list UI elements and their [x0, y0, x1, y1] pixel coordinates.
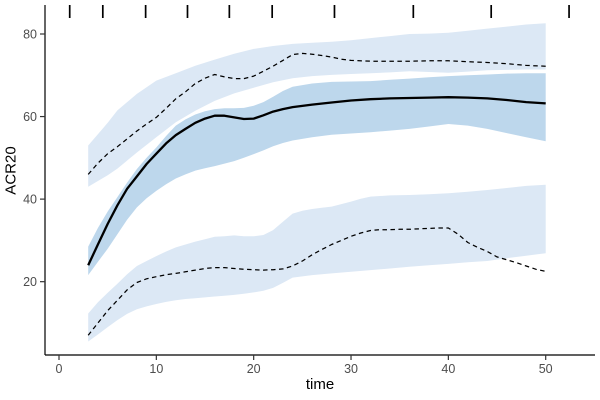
x-tick-label: 0 — [56, 362, 63, 376]
x-tick-label: 20 — [247, 362, 261, 376]
y-tick-label: 80 — [23, 28, 37, 42]
x-tick-label: 50 — [539, 362, 553, 376]
x-tick-label: 30 — [344, 362, 358, 376]
middle-confidence-band — [88, 73, 546, 276]
lower-confidence-band — [88, 184, 546, 342]
y-tick-label: 40 — [23, 193, 37, 207]
lower-dashed-line — [87, 227, 546, 336]
y-axis-title: ACR20 — [2, 146, 20, 195]
x-tick-label: 10 — [149, 362, 163, 376]
x-axis-title: time — [305, 376, 335, 393]
mean-solid-line — [87, 96, 546, 266]
x-tick-label: 40 — [441, 362, 455, 376]
upper-confidence-band — [88, 23, 546, 187]
y-tick-label: 20 — [23, 275, 37, 289]
upper-dashed-line — [87, 52, 546, 175]
y-tick-label: 60 — [23, 110, 37, 124]
